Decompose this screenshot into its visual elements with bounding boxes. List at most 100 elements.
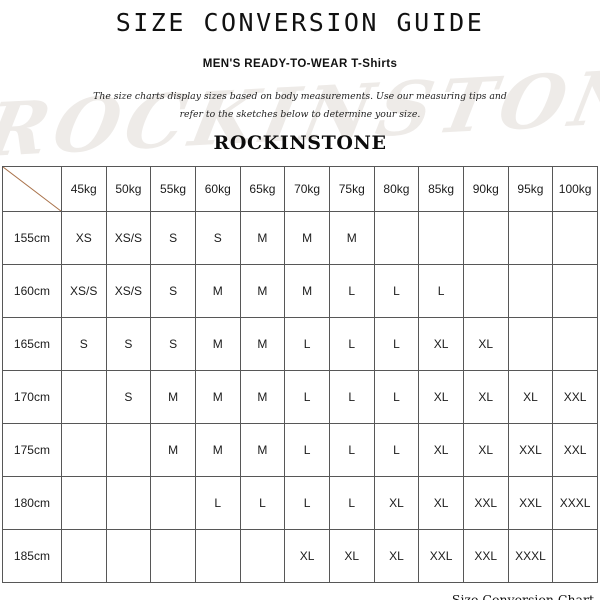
size-cell: XL [462, 369, 509, 424]
corner-diagonal-cell [2, 165, 62, 212]
size-cell: L [239, 475, 286, 530]
size-cell: XL [462, 316, 509, 371]
size-cell: XL [462, 422, 509, 477]
size-cell: L [328, 369, 375, 424]
footer-caption: Size Conversion Chart [451, 591, 594, 600]
row-header-height: 175cm [2, 422, 62, 477]
size-cell: M [239, 210, 286, 265]
size-cell: XL [373, 475, 420, 530]
empty-cell [105, 422, 152, 477]
empty-cell [462, 210, 509, 265]
size-cell: L [373, 422, 420, 477]
size-cell: L [328, 263, 375, 318]
size-cell: L [284, 422, 330, 477]
size-cell: L [373, 369, 420, 424]
table-row: 165cm S S S M M L L L XL XL [2, 316, 598, 371]
size-cell: M [284, 210, 330, 265]
size-cell: M [239, 316, 286, 371]
empty-cell [60, 422, 107, 477]
empty-cell [462, 263, 509, 318]
table-row: 180cm L L L L XL XL XXL XXL XXXL [2, 475, 598, 530]
row-header-height: 160cm [2, 263, 62, 318]
size-table-container: 45kg 50kg 55kg 60kg 65kg 70kg 75kg 80kg 85kg 90kg… [0, 165, 600, 583]
size-cell: XL [418, 422, 464, 477]
size-cell: XXL [507, 475, 554, 530]
empty-cell [373, 210, 420, 265]
empty-cell [418, 210, 464, 265]
empty-cell [60, 369, 107, 424]
size-cell: M [194, 369, 241, 424]
size-cell: M [239, 263, 286, 318]
size-cell: M [150, 422, 196, 477]
empty-cell [507, 210, 554, 265]
size-cell: XXL [418, 528, 464, 583]
row-header-height: 155cm [2, 210, 62, 265]
size-cell: S [150, 263, 196, 318]
size-cell: XL [418, 369, 464, 424]
brand-name: ROCKINSTONE [213, 131, 387, 154]
size-cell: L [284, 316, 330, 371]
column-header-weight: 50kg [105, 165, 152, 212]
size-cell: XL [284, 528, 330, 583]
empty-cell [60, 475, 107, 530]
size-cell: L [418, 263, 464, 318]
column-header-weight: 95kg [507, 165, 554, 212]
size-cell: L [328, 475, 375, 530]
diagonal-divider-icon [3, 167, 61, 211]
empty-cell [552, 528, 598, 583]
size-cell: M [150, 369, 196, 424]
size-cell: M [194, 263, 241, 318]
size-cell: XL [507, 369, 554, 424]
table-header-row: 45kg 50kg 55kg 60kg 65kg 70kg 75kg 80kg 85kg 90kg… [2, 165, 598, 212]
column-header-weight: 45kg [60, 165, 107, 212]
column-header-weight: 80kg [373, 165, 420, 212]
page-subtitle: MEN'S READY-TO-WEAR T-Shirts [202, 57, 398, 70]
column-header-weight: 70kg [284, 165, 330, 212]
empty-cell [105, 475, 152, 530]
size-cell: XL [373, 528, 420, 583]
size-cell: XS/S [60, 263, 107, 318]
size-cell: XXL [507, 422, 554, 477]
empty-cell [507, 316, 554, 371]
size-conversion-table: 45kg 50kg 55kg 60kg 65kg 70kg 75kg 80kg 85kg 90kg… [2, 165, 598, 583]
size-cell: L [194, 475, 241, 530]
table-row: 160cm XS/S XS/S S M M M L L L [2, 263, 598, 318]
empty-cell [194, 528, 241, 583]
size-cell: XXXL [507, 528, 554, 583]
table-row: 170cm S M M M L L L XL XL XL XXL [2, 369, 598, 424]
size-cell: S [194, 210, 241, 265]
size-cell: L [284, 475, 330, 530]
column-header-weight: 85kg [418, 165, 464, 212]
empty-cell [150, 475, 196, 530]
empty-cell [507, 263, 554, 318]
size-cell: M [239, 422, 286, 477]
column-header-weight: 100kg [552, 165, 598, 212]
empty-cell [552, 210, 598, 265]
size-cell: XXL [462, 475, 509, 530]
size-cell: M [328, 210, 375, 265]
size-cell: XXL [552, 369, 598, 424]
table-row: 185cm XL XL XL XXL XXL XXXL [2, 528, 598, 583]
table-body: 155cm XS XS/S S S M M M 160cm XS/S XS/S S M M M L L L 165c… [2, 210, 598, 583]
column-header-weight: 60kg [194, 165, 241, 212]
row-header-height: 170cm [2, 369, 62, 424]
table-row: 175cm M M M L L L XL XL XXL XXL [2, 422, 598, 477]
size-cell: M [194, 422, 241, 477]
size-cell: XL [328, 528, 375, 583]
size-cell: S [105, 369, 152, 424]
size-cell: XS/S [105, 263, 152, 318]
empty-cell [552, 316, 598, 371]
size-cell: M [284, 263, 330, 318]
size-cell: XL [418, 475, 464, 530]
size-cell: XL [418, 316, 464, 371]
size-cell: S [150, 210, 196, 265]
column-header-weight: 75kg [328, 165, 375, 212]
column-header-weight: 90kg [462, 165, 509, 212]
empty-cell [105, 528, 152, 583]
size-cell: L [373, 263, 420, 318]
row-header-height: 185cm [2, 528, 62, 583]
size-cell: L [284, 369, 330, 424]
size-cell: L [373, 316, 420, 371]
empty-cell [552, 263, 598, 318]
